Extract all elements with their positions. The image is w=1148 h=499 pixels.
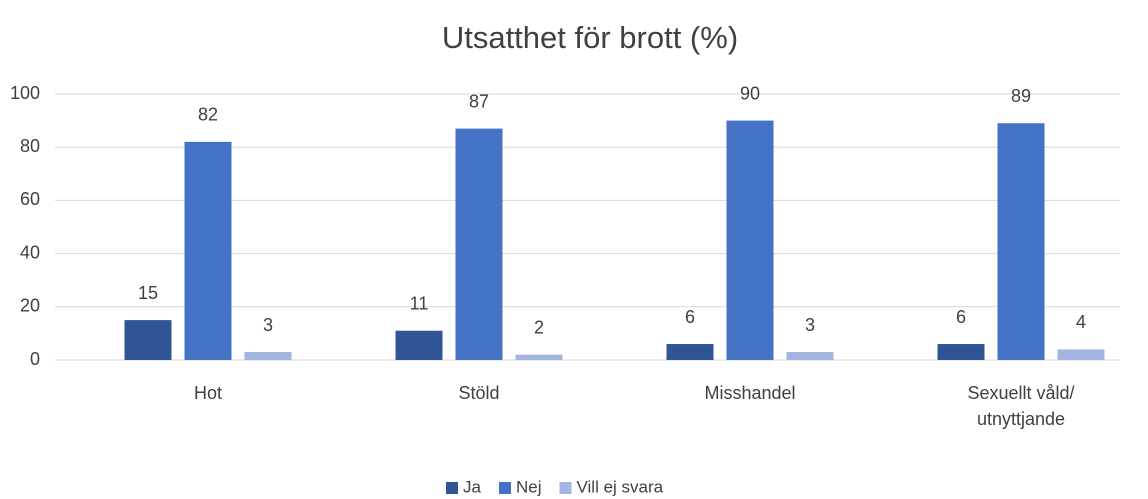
data-label: 87 — [469, 91, 489, 111]
data-label: 82 — [198, 105, 218, 125]
chart-title: Utsatthet för brott (%) — [442, 20, 738, 55]
legend-swatch — [446, 482, 458, 494]
data-label: 3 — [263, 315, 273, 335]
bar — [726, 120, 774, 360]
bar — [666, 344, 714, 360]
y-tick-label: 0 — [30, 349, 40, 369]
y-tick-label: 80 — [20, 136, 40, 156]
data-label: 6 — [956, 307, 966, 327]
legend-label: Nej — [516, 477, 542, 496]
bar — [244, 352, 292, 360]
legend-swatch — [559, 482, 572, 494]
y-tick-label: 40 — [20, 242, 40, 262]
bar — [124, 320, 172, 360]
y-tick-label: 60 — [20, 189, 40, 209]
y-tick-label: 20 — [20, 296, 40, 316]
bar — [997, 123, 1045, 360]
bar — [395, 330, 443, 360]
data-label: 11 — [410, 293, 429, 313]
legend-label: Ja — [463, 477, 482, 496]
data-label: 15 — [138, 283, 158, 303]
bar — [786, 352, 834, 360]
legend-swatch — [498, 482, 511, 494]
x-tick-label: Stöld — [458, 383, 500, 403]
data-label: 2 — [534, 317, 544, 337]
x-tick-label: Sexuellt våld/ utnyttjande — [967, 383, 1075, 429]
bar — [455, 128, 503, 360]
data-label: 6 — [685, 307, 695, 327]
data-label: 89 — [1011, 86, 1031, 106]
legend-label: Vill ej svara — [576, 477, 663, 496]
x-tick-label: Misshandel — [704, 383, 796, 403]
data-label: 4 — [1076, 312, 1086, 332]
x-tick-label: Hot — [193, 383, 222, 403]
data-label: 90 — [740, 83, 760, 103]
data-label: 3 — [805, 315, 815, 335]
bar — [184, 141, 232, 360]
bar — [1057, 349, 1105, 360]
bar — [515, 354, 563, 360]
bar — [937, 344, 985, 360]
y-tick-label: 100 — [10, 83, 40, 103]
